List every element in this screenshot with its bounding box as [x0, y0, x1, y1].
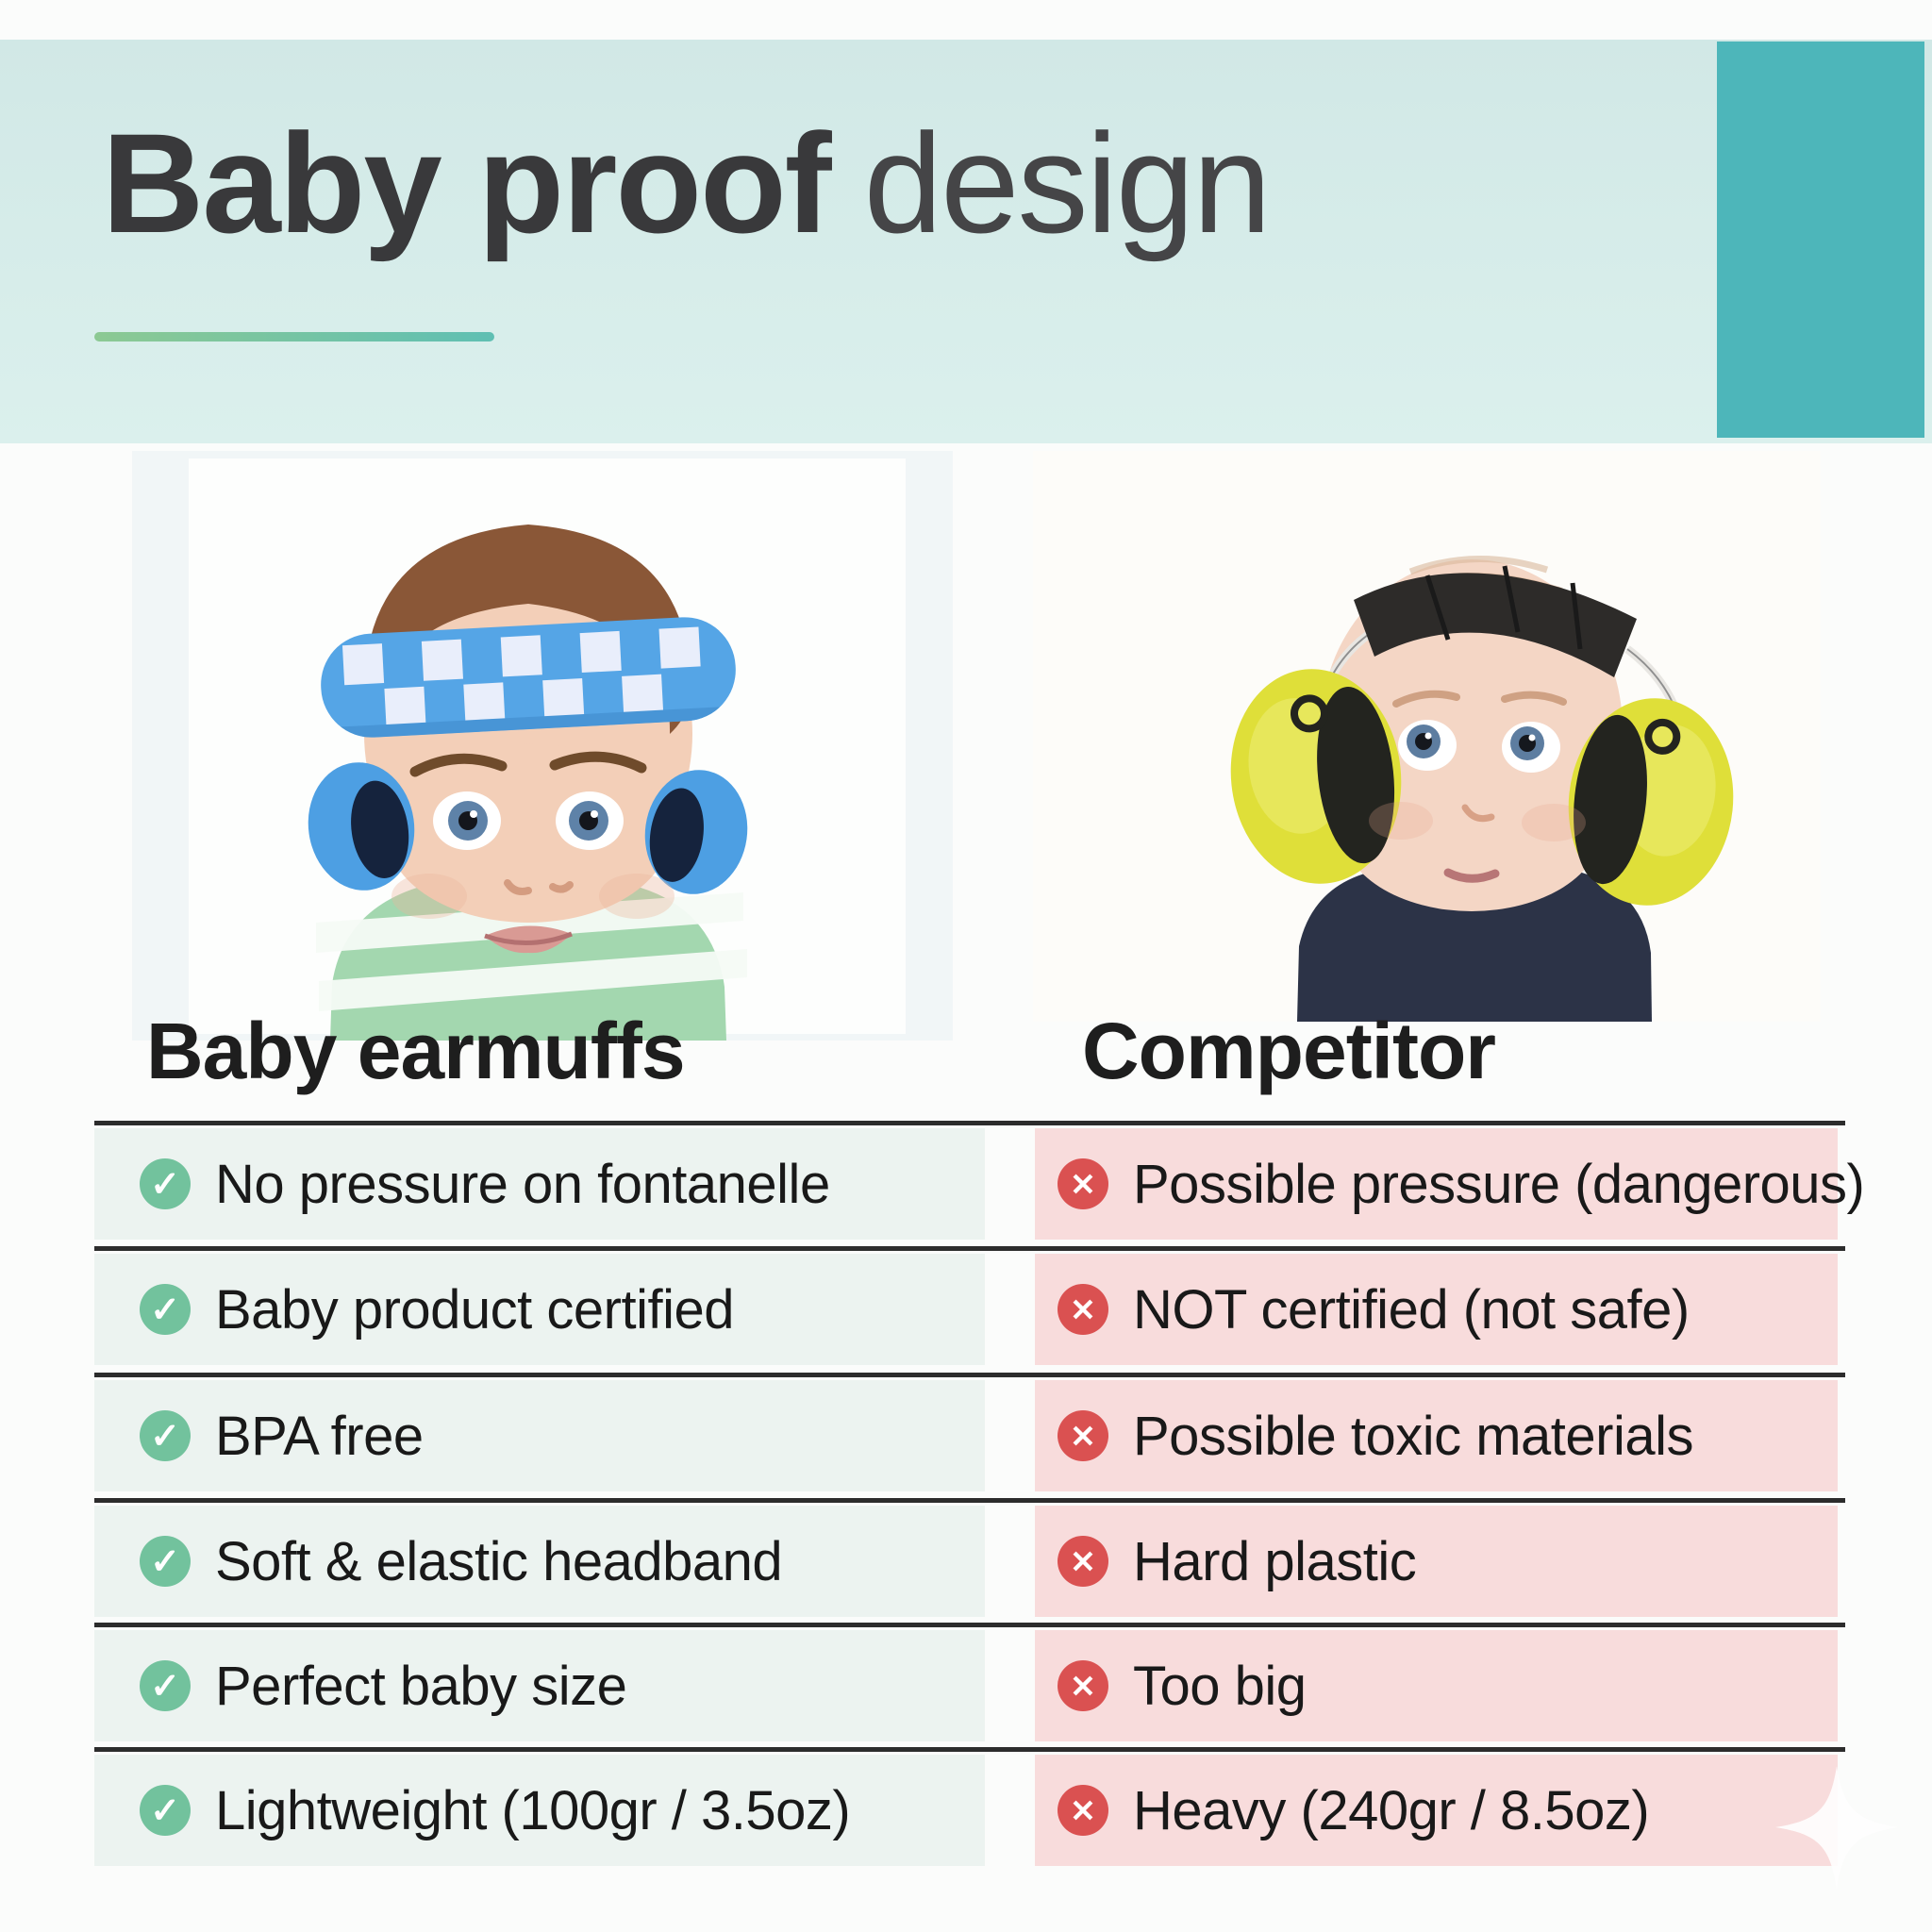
page-title-bold: Baby proof	[102, 104, 832, 262]
page-title-light: design	[863, 104, 1272, 262]
feature-cell: ✓ Soft & elastic headband	[94, 1506, 985, 1617]
competitor-earmuffs-illustration	[1033, 451, 1821, 1022]
drawback-text: Possible pressure (dangerous)	[1133, 1153, 1865, 1215]
table-divider	[94, 1498, 1845, 1503]
page-title: Baby proof design	[102, 104, 1272, 262]
table-divider	[94, 1747, 1845, 1752]
table-divider	[94, 1246, 1845, 1251]
drawback-cell: ✕ Heavy (240gr / 8.5oz)	[1035, 1755, 1838, 1866]
drawback-text: NOT certified (not safe)	[1133, 1278, 1690, 1341]
drawback-cell: ✕ Possible pressure (dangerous)	[1035, 1128, 1865, 1240]
drawback-text: Hard plastic	[1133, 1530, 1417, 1592]
feature-cell: ✓ No pressure on fontanelle	[94, 1128, 985, 1240]
baby-earmuffs-illustration	[132, 451, 953, 1041]
check-circle-icon: ✓	[140, 1410, 191, 1461]
teal-accent-block	[1717, 42, 1924, 438]
feature-text: No pressure on fontanelle	[215, 1153, 830, 1215]
x-circle-icon: ✕	[1058, 1536, 1108, 1587]
feature-text: Lightweight (100gr / 3.5oz)	[215, 1779, 851, 1841]
check-circle-icon: ✓	[140, 1660, 191, 1711]
feature-cell: ✓ Baby product certified	[94, 1254, 985, 1365]
check-circle-icon: ✓	[140, 1158, 191, 1209]
feature-text: Soft & elastic headband	[215, 1530, 783, 1592]
feature-cell: ✓ BPA free	[94, 1380, 985, 1491]
feature-text: Perfect baby size	[215, 1655, 627, 1717]
sparkle-icon	[1775, 1766, 1898, 1889]
feature-cell: ✓ Perfect baby size	[94, 1630, 985, 1741]
column-header-competitor: Competitor	[1082, 1007, 1496, 1095]
check-circle-icon: ✓	[140, 1785, 191, 1836]
baby-earmuffs-photo	[132, 451, 953, 1041]
feature-cell: ✓ Lightweight (100gr / 3.5oz)	[94, 1755, 985, 1866]
drawback-text: Too big	[1133, 1655, 1307, 1717]
x-circle-icon: ✕	[1058, 1410, 1108, 1461]
drawback-text: Possible toxic materials	[1133, 1405, 1694, 1467]
drawback-text: Heavy (240gr / 8.5oz)	[1133, 1779, 1650, 1841]
table-divider	[94, 1623, 1845, 1627]
column-header-baby-earmuffs: Baby earmuffs	[146, 1007, 686, 1095]
check-circle-icon: ✓	[140, 1536, 191, 1587]
check-circle-icon: ✓	[140, 1284, 191, 1335]
x-circle-icon: ✕	[1058, 1660, 1108, 1711]
drawback-cell: ✕ Possible toxic materials	[1035, 1380, 1838, 1491]
title-underline	[94, 332, 494, 341]
x-circle-icon: ✕	[1058, 1158, 1108, 1209]
x-circle-icon: ✕	[1058, 1284, 1108, 1335]
drawback-cell: ✕ NOT certified (not safe)	[1035, 1254, 1838, 1365]
table-divider	[94, 1121, 1845, 1125]
table-divider	[94, 1373, 1845, 1377]
drawback-cell: ✕ Hard plastic	[1035, 1506, 1838, 1617]
x-circle-icon: ✕	[1058, 1785, 1108, 1836]
feature-text: BPA free	[215, 1405, 424, 1467]
competitor-earmuffs-photo	[1033, 451, 1821, 1022]
header-band	[0, 40, 1932, 443]
drawback-cell: ✕ Too big	[1035, 1630, 1838, 1741]
feature-text: Baby product certified	[215, 1278, 734, 1341]
